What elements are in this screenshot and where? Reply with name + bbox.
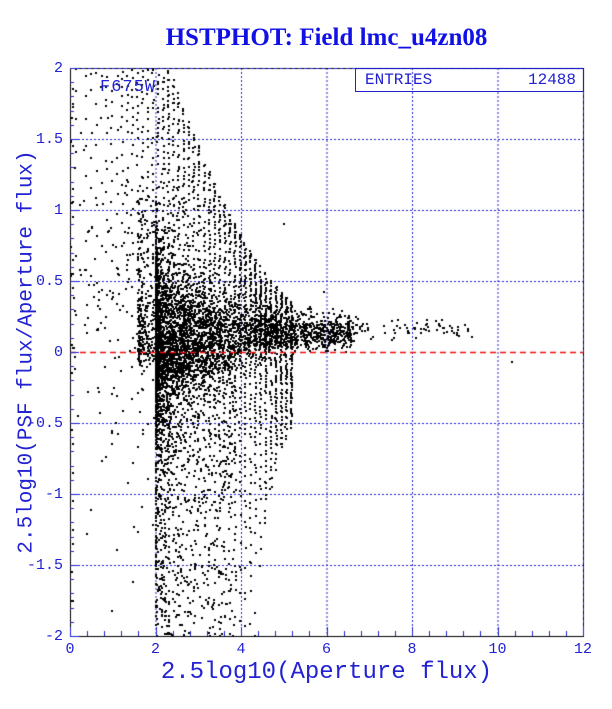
x-tick-label: 4 xyxy=(236,641,246,658)
x-tick-label: 6 xyxy=(321,641,332,658)
x-tick-label: 10 xyxy=(488,641,507,658)
x-axis-label: 2.5log10(Aperture flux) xyxy=(160,659,493,686)
x-tick-label: 12 xyxy=(573,641,593,658)
y-tick-label: 2 xyxy=(53,60,63,77)
x-tick-label: 0 xyxy=(65,641,75,658)
y-tick-label: 1.5 xyxy=(35,131,63,148)
filter-label: F675W xyxy=(100,78,157,97)
y-tick-label: -0.5 xyxy=(26,415,63,432)
x-tick-label: 2 xyxy=(150,641,161,658)
entries-label: ENTRIES xyxy=(365,71,433,89)
x-tick-label: 8 xyxy=(407,641,417,658)
y-tick-label: -2 xyxy=(44,628,63,645)
entries-box: ENTRIES 12488 xyxy=(355,68,584,92)
y-tick-label: 0 xyxy=(53,344,63,361)
y-tick-label: -1 xyxy=(44,486,63,503)
entries-value: 12488 xyxy=(527,71,576,89)
y-tick-label: 1 xyxy=(53,202,63,219)
y-tick-label: 0.5 xyxy=(35,273,63,290)
y-tick-label: -1.5 xyxy=(26,557,63,574)
